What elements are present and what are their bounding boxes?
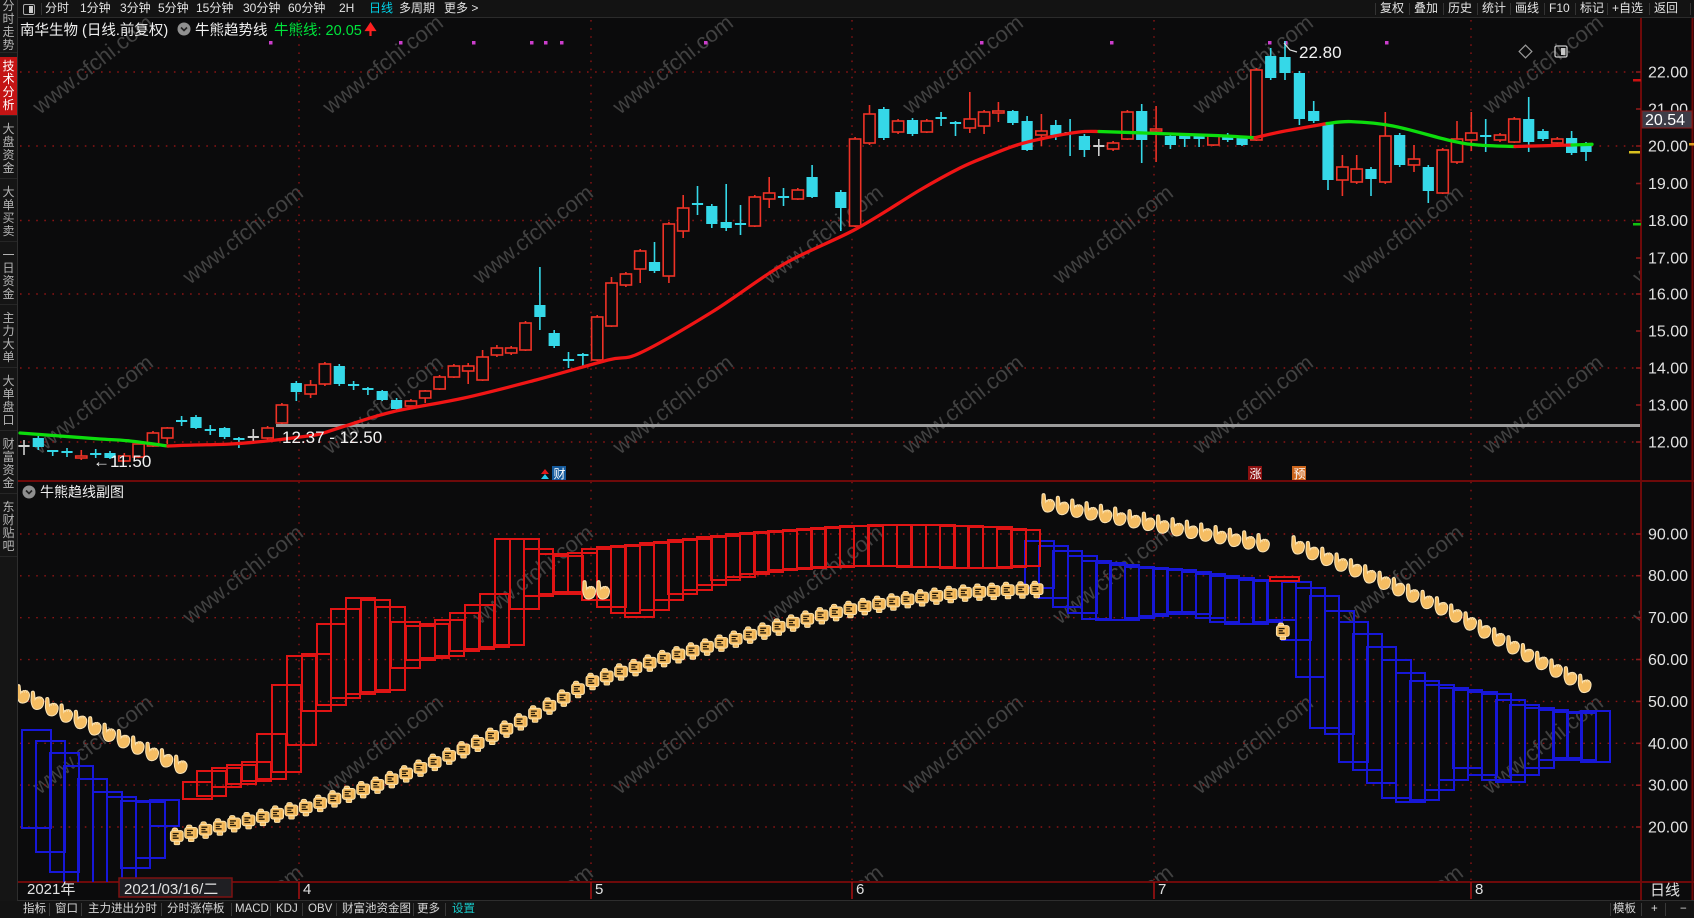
svg-text:牛熊趋势线: 牛熊趋势线 [195,22,268,39]
svg-text:22.80: 22.80 [1299,43,1342,62]
svg-text:14.00: 14.00 [1648,361,1688,378]
svg-text:17.00: 17.00 [1648,251,1688,268]
svg-text:15.00: 15.00 [1648,324,1688,341]
svg-text:日线: 日线 [1650,882,1680,899]
svg-text:16.00: 16.00 [1648,287,1688,304]
svg-text:19.00: 19.00 [1648,176,1688,193]
svg-text:90.00: 90.00 [1648,527,1688,544]
svg-text:50.00: 50.00 [1648,694,1688,711]
svg-text:12.37 - 12.50: 12.37 - 12.50 [282,428,382,447]
svg-text:12.00: 12.00 [1648,435,1688,452]
svg-text:牛熊趋线副图: 牛熊趋线副图 [40,484,124,500]
svg-text:20.00: 20.00 [1648,820,1688,837]
svg-text:4: 4 [303,881,311,898]
svg-text:财: 财 [554,467,566,481]
svg-text:80.00: 80.00 [1648,568,1688,585]
svg-text:13.00: 13.00 [1648,398,1688,415]
svg-text:←11.50: ←11.50 [93,452,151,471]
svg-text:20.54: 20.54 [1645,112,1685,129]
svg-text:5: 5 [595,881,603,898]
svg-text:18.00: 18.00 [1648,213,1688,230]
svg-text:60.00: 60.00 [1648,652,1688,669]
svg-text:涨: 涨 [1250,466,1262,481]
svg-text:牛熊线: 20.05: 牛熊线: 20.05 [274,22,362,39]
svg-text:22.00: 22.00 [1648,65,1688,82]
svg-text:预: 预 [1294,467,1306,481]
svg-text:7: 7 [1158,881,1166,898]
svg-text:20.00: 20.00 [1648,139,1688,156]
svg-text:2021/03/16/二: 2021/03/16/二 [124,881,218,898]
svg-text:6: 6 [856,881,864,898]
svg-text:南华生物 (日线.前复权): 南华生物 (日线.前复权) [20,21,168,39]
svg-text:8: 8 [1475,881,1483,898]
svg-text:40.00: 40.00 [1648,736,1688,753]
svg-text:30.00: 30.00 [1648,778,1688,795]
svg-text:70.00: 70.00 [1648,610,1688,627]
svg-text:2021年: 2021年 [27,881,75,898]
